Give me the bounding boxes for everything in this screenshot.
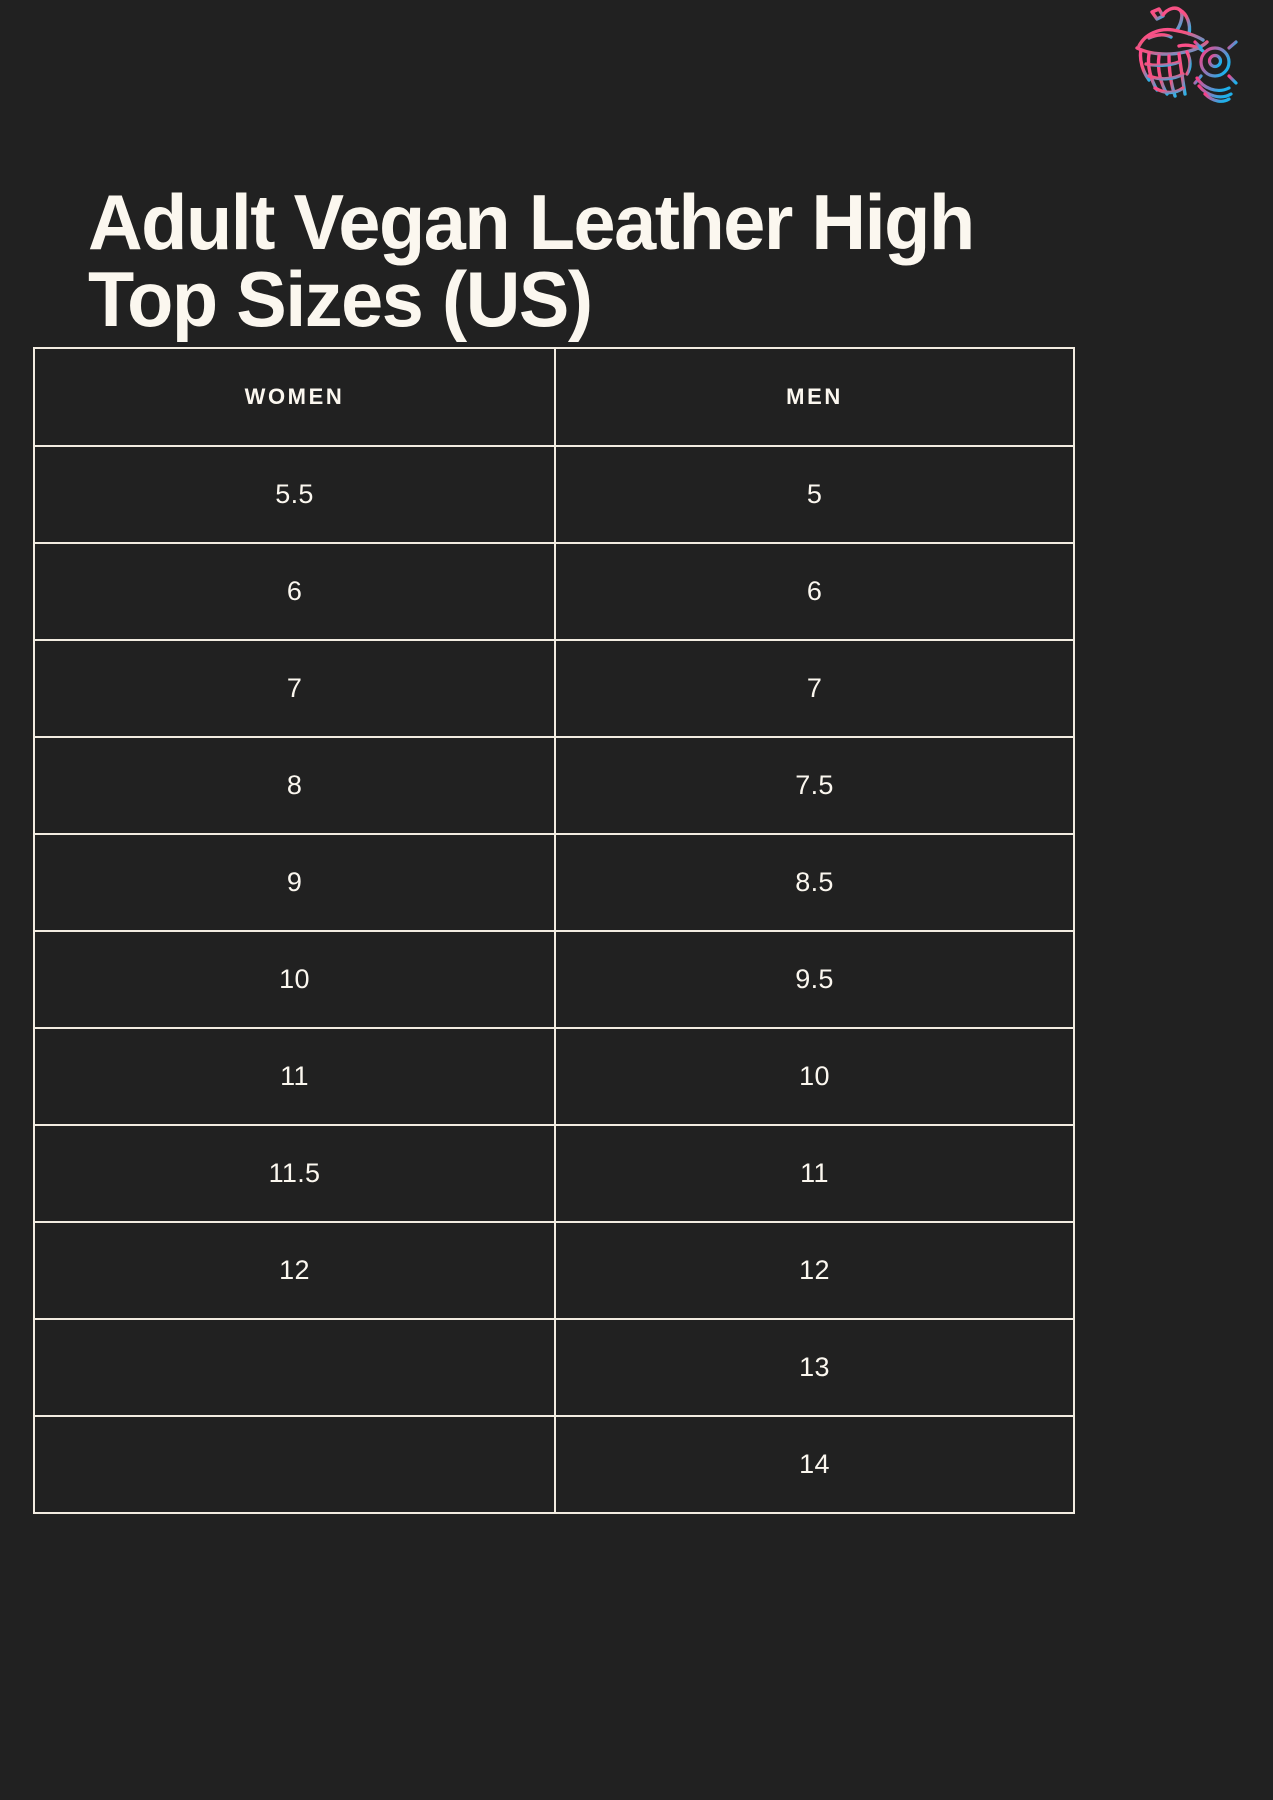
table-header-row: WOMEN MEN	[33, 347, 1075, 447]
cell-men-size: 10	[554, 1027, 1075, 1126]
cell-men-size: 14	[554, 1415, 1075, 1514]
table-row: 14	[33, 1415, 1075, 1514]
page-title: Adult Vegan Leather High Top Sizes (US)	[88, 178, 994, 343]
cell-women-size: 11	[33, 1027, 556, 1126]
table-row: 10 9.5	[33, 930, 1075, 1029]
cell-women-size: 11.5	[33, 1124, 556, 1223]
table-row: 13	[33, 1318, 1075, 1417]
cell-women-size: 12	[33, 1221, 556, 1320]
cell-women-size: 10	[33, 930, 556, 1029]
cell-women-size: 5.5	[33, 445, 556, 544]
table-body: 5.5 5 6 6 7 7 8 7.5 9 8.5 10 9.5 11 10 11.5 11 12 12 13 14	[33, 445, 1075, 1514]
wizard-head-logo	[1119, 4, 1259, 108]
cell-women-size: 9	[33, 833, 556, 932]
cell-men-size: 12	[554, 1221, 1075, 1320]
table-row: 12 12	[33, 1221, 1075, 1320]
cell-men-size: 5	[554, 445, 1075, 544]
table-row: 11.5 11	[33, 1124, 1075, 1223]
table-row: 11 10	[33, 1027, 1075, 1126]
table-row: 9 8.5	[33, 833, 1075, 932]
table-row: 5.5 5	[33, 445, 1075, 544]
size-chart-table: WOMEN MEN 5.5 5 6 6 7 7 8 7.5 9 8.5 10 9.5 11 10 11.5 1…	[33, 347, 1075, 1514]
cell-women-size: 8	[33, 736, 556, 835]
cell-women-size: 6	[33, 542, 556, 641]
cell-men-size: 11	[554, 1124, 1075, 1223]
cell-men-size: 9.5	[554, 930, 1075, 1029]
cell-women-size	[33, 1415, 556, 1514]
cell-men-size: 6	[554, 542, 1075, 641]
table-row: 8 7.5	[33, 736, 1075, 835]
cell-men-size: 7	[554, 639, 1075, 738]
cell-men-size: 7.5	[554, 736, 1075, 835]
cell-women-size: 7	[33, 639, 556, 738]
column-header-women: WOMEN	[33, 347, 556, 447]
cell-men-size: 8.5	[554, 833, 1075, 932]
column-header-men: MEN	[554, 347, 1075, 447]
table-header: WOMEN MEN	[33, 347, 1075, 447]
cell-women-size	[33, 1318, 556, 1417]
cell-men-size: 13	[554, 1318, 1075, 1417]
